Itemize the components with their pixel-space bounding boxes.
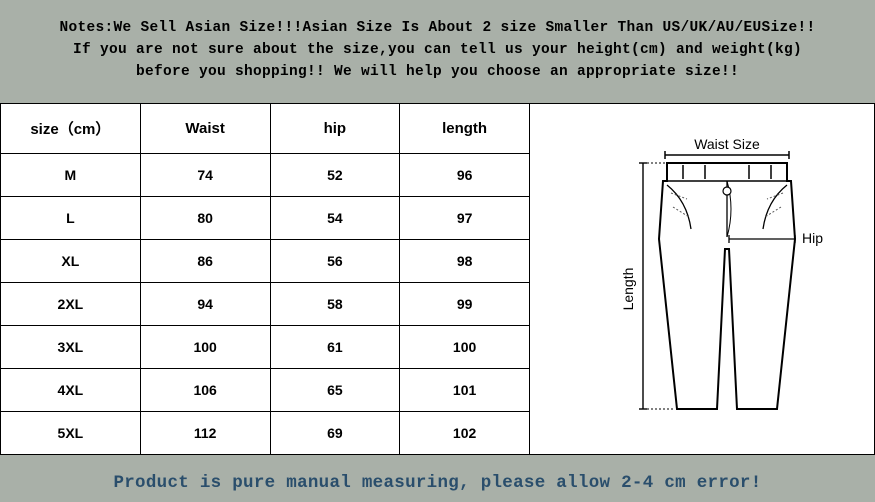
- cell-length: 96: [400, 154, 530, 197]
- cell-hip: 56: [270, 240, 400, 283]
- cell-length: 102: [400, 412, 530, 455]
- header-waist: Waist: [140, 104, 270, 154]
- cell-waist: 86: [140, 240, 270, 283]
- cell-size: XL: [1, 240, 141, 283]
- notes-line-2: If you are not sure about the size,you c…: [10, 40, 865, 62]
- cell-size: 4XL: [1, 369, 141, 412]
- table-row: L 80 54 97: [1, 197, 530, 240]
- cell-length: 100: [400, 326, 530, 369]
- cell-waist: 106: [140, 369, 270, 412]
- notes-block: Notes:We Sell Asian Size!!!Asian Size Is…: [0, 0, 875, 103]
- header-length: length: [400, 104, 530, 154]
- cell-waist: 74: [140, 154, 270, 197]
- table-row: M 74 52 96: [1, 154, 530, 197]
- table-row: 2XL 94 58 99: [1, 283, 530, 326]
- cell-waist: 80: [140, 197, 270, 240]
- cell-length: 98: [400, 240, 530, 283]
- cell-size: 3XL: [1, 326, 141, 369]
- cell-hip: 69: [270, 412, 400, 455]
- size-table: size（cm） Waist hip length M 74 52 96 L 8…: [0, 103, 530, 455]
- cell-size: 5XL: [1, 412, 141, 455]
- table-header-row: size（cm） Waist hip length: [1, 104, 530, 154]
- cell-waist: 112: [140, 412, 270, 455]
- cell-hip: 65: [270, 369, 400, 412]
- header-size: size（cm）: [1, 104, 141, 154]
- cell-size: M: [1, 154, 141, 197]
- length-label: Length: [620, 268, 636, 311]
- cell-hip: 58: [270, 283, 400, 326]
- cell-length: 99: [400, 283, 530, 326]
- table-row: XL 86 56 98: [1, 240, 530, 283]
- table-row: 5XL 112 69 102: [1, 412, 530, 455]
- pants-diagram: Waist Size Hip: [577, 129, 827, 429]
- cell-length: 101: [400, 369, 530, 412]
- cell-size: L: [1, 197, 141, 240]
- cell-hip: 52: [270, 154, 400, 197]
- cell-hip: 54: [270, 197, 400, 240]
- main-row: size（cm） Waist hip length M 74 52 96 L 8…: [0, 103, 875, 455]
- pants-diagram-cell: Waist Size Hip: [530, 103, 875, 455]
- notes-line-3: before you shopping!! We will help you c…: [10, 62, 865, 84]
- table-row: 4XL 106 65 101: [1, 369, 530, 412]
- hip-label: Hip: [802, 230, 823, 246]
- cell-waist: 100: [140, 326, 270, 369]
- cell-length: 97: [400, 197, 530, 240]
- header-hip: hip: [270, 104, 400, 154]
- cell-waist: 94: [140, 283, 270, 326]
- footer-note: Product is pure manual measuring, please…: [0, 455, 875, 493]
- cell-hip: 61: [270, 326, 400, 369]
- table-row: 3XL 100 61 100: [1, 326, 530, 369]
- waist-size-label: Waist Size: [694, 136, 760, 152]
- notes-line-1: Notes:We Sell Asian Size!!!Asian Size Is…: [10, 18, 865, 40]
- cell-size: 2XL: [1, 283, 141, 326]
